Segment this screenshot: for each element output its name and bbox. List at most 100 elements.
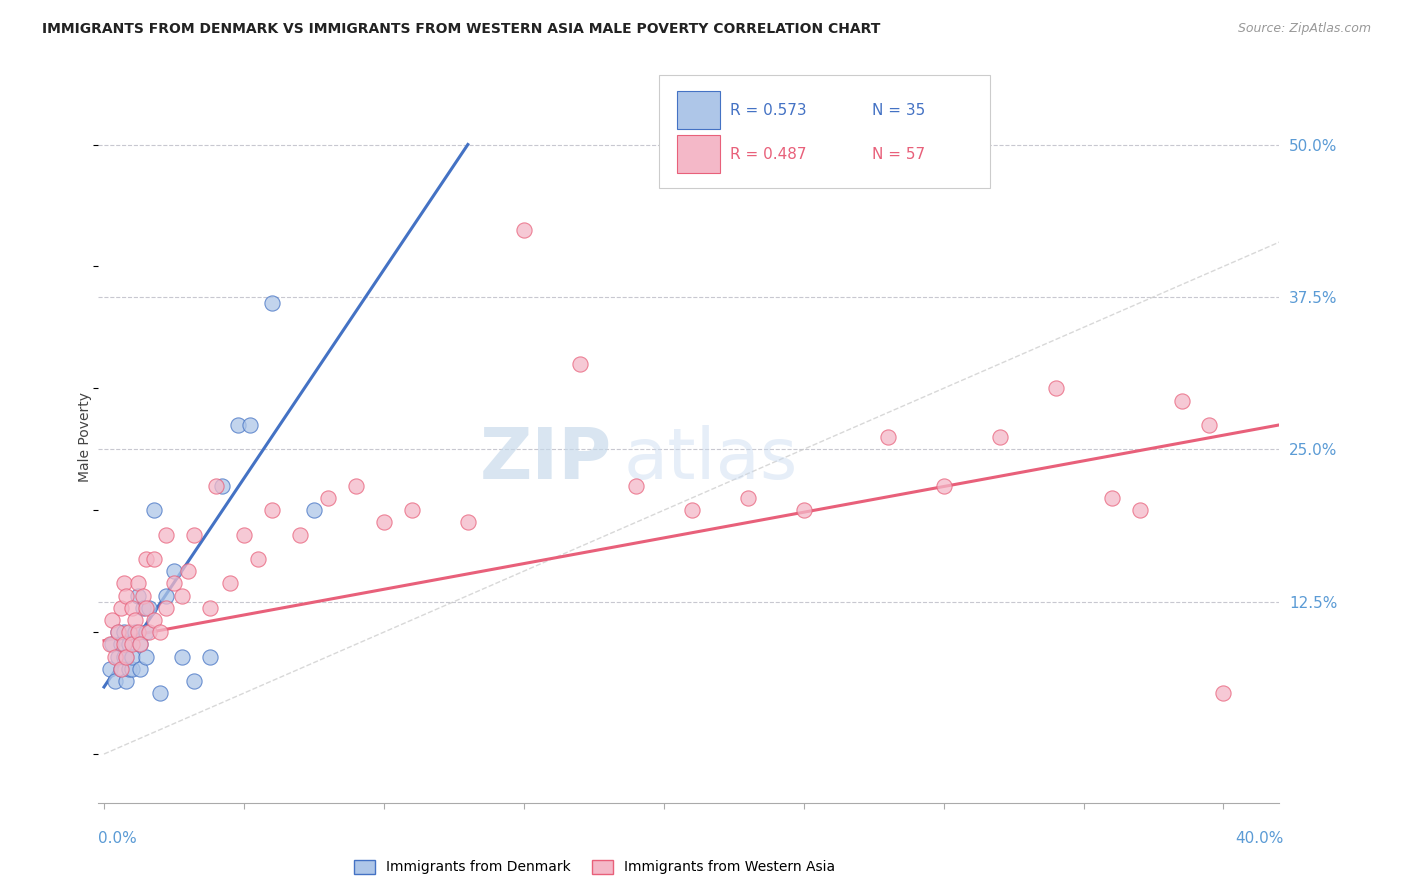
Point: [183, 673, 205, 688]
Point: [107, 649, 129, 664]
Point: [107, 625, 129, 640]
Point: [457, 516, 479, 530]
Point: [260, 503, 283, 517]
Point: [112, 625, 135, 640]
Point: [143, 613, 166, 627]
Point: [183, 527, 205, 541]
Point: [127, 576, 149, 591]
Text: ZIP: ZIP: [479, 425, 612, 493]
Point: [401, 503, 423, 517]
Point: [101, 637, 124, 651]
Point: [344, 479, 367, 493]
Point: [172, 589, 194, 603]
Point: [132, 600, 155, 615]
Point: [177, 564, 200, 578]
Point: [101, 613, 124, 627]
Point: [205, 479, 228, 493]
Point: [112, 637, 135, 651]
Point: [233, 527, 256, 541]
Point: [98, 662, 121, 676]
Point: [121, 649, 143, 664]
Point: [172, 649, 194, 664]
Text: 0.0%: 0.0%: [98, 831, 138, 846]
Y-axis label: Male Poverty: Male Poverty: [79, 392, 93, 482]
Point: [135, 649, 157, 664]
Point: [115, 649, 138, 664]
Point: [138, 625, 160, 640]
Point: [932, 479, 955, 493]
Point: [112, 649, 135, 664]
Point: [219, 576, 242, 591]
FancyBboxPatch shape: [659, 75, 990, 188]
Text: N = 57: N = 57: [872, 146, 925, 161]
Text: 40.0%: 40.0%: [1236, 831, 1284, 846]
Point: [1101, 491, 1123, 505]
Point: [104, 649, 127, 664]
Point: [118, 637, 141, 651]
Point: [104, 673, 127, 688]
FancyBboxPatch shape: [678, 91, 720, 129]
Point: [316, 491, 339, 505]
Point: [876, 430, 898, 444]
Point: [1212, 686, 1234, 700]
Point: [127, 589, 149, 603]
Point: [373, 516, 395, 530]
Point: [129, 662, 152, 676]
Point: [149, 686, 172, 700]
Text: R = 0.487: R = 0.487: [730, 146, 807, 161]
Point: [110, 637, 132, 651]
Point: [138, 600, 160, 615]
Point: [228, 417, 250, 432]
Point: [246, 552, 269, 566]
Point: [288, 527, 311, 541]
Text: atlas: atlas: [624, 425, 799, 493]
Point: [124, 613, 146, 627]
Point: [149, 625, 172, 640]
Point: [200, 600, 222, 615]
Point: [155, 527, 177, 541]
Point: [1170, 393, 1192, 408]
Text: IMMIGRANTS FROM DENMARK VS IMMIGRANTS FROM WESTERN ASIA MALE POVERTY CORRELATION: IMMIGRANTS FROM DENMARK VS IMMIGRANTS FR…: [42, 22, 880, 37]
Point: [1198, 417, 1220, 432]
Point: [793, 503, 815, 517]
Point: [155, 589, 177, 603]
FancyBboxPatch shape: [678, 135, 720, 173]
Point: [132, 589, 155, 603]
Point: [107, 625, 129, 640]
Point: [115, 649, 138, 664]
Point: [135, 625, 157, 640]
Point: [200, 649, 222, 664]
Point: [110, 662, 132, 676]
Point: [129, 637, 152, 651]
Point: [238, 417, 260, 432]
Point: [163, 576, 186, 591]
Point: [1128, 503, 1150, 517]
Point: [115, 673, 138, 688]
Point: [121, 662, 143, 676]
Point: [110, 662, 132, 676]
Point: [118, 625, 141, 640]
Point: [624, 479, 647, 493]
Point: [121, 600, 143, 615]
Point: [118, 662, 141, 676]
Text: Source: ZipAtlas.com: Source: ZipAtlas.com: [1237, 22, 1371, 36]
Point: [1045, 381, 1067, 395]
Point: [155, 600, 177, 615]
Point: [143, 552, 166, 566]
Point: [568, 357, 591, 371]
Point: [135, 552, 157, 566]
Point: [737, 491, 759, 505]
Text: N = 35: N = 35: [872, 103, 925, 118]
Legend: Immigrants from Denmark, Immigrants from Western Asia: Immigrants from Denmark, Immigrants from…: [349, 854, 841, 880]
Point: [127, 625, 149, 640]
Point: [112, 576, 135, 591]
Point: [110, 600, 132, 615]
Point: [98, 637, 121, 651]
Point: [681, 503, 703, 517]
Point: [124, 625, 146, 640]
Point: [513, 223, 536, 237]
Point: [129, 637, 152, 651]
Point: [988, 430, 1011, 444]
Point: [163, 564, 186, 578]
Text: R = 0.573: R = 0.573: [730, 103, 807, 118]
